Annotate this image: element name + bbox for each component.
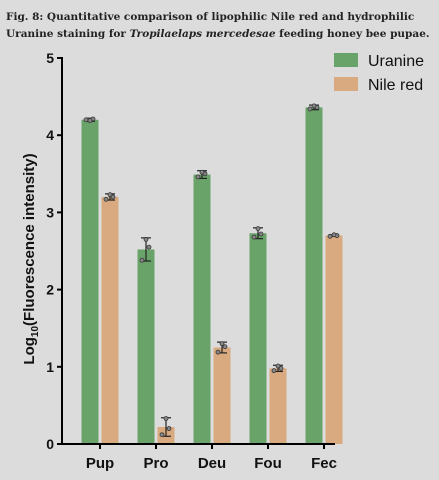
data-point bbox=[139, 257, 145, 263]
data-point bbox=[146, 244, 152, 250]
y-tick-label: 3 bbox=[46, 204, 54, 220]
bar bbox=[193, 174, 211, 444]
data-point bbox=[271, 368, 277, 374]
data-point bbox=[215, 349, 221, 355]
legend: Uranine Nile red bbox=[334, 53, 424, 94]
y-axis-title-suffix: (Fluorescence intensity) bbox=[21, 153, 38, 326]
error-bars-layer bbox=[85, 104, 339, 437]
y-axis-title-subscript: 10 bbox=[30, 326, 41, 338]
y-axis-title-prefix: Log bbox=[21, 337, 38, 365]
svg-text:Log10(Fluorescence intensity): Log10(Fluorescence intensity) bbox=[21, 153, 41, 364]
y-tick-label: 0 bbox=[46, 436, 54, 452]
data-point bbox=[219, 341, 225, 347]
y-tick-label: 5 bbox=[46, 50, 54, 66]
data-point bbox=[311, 103, 317, 109]
legend-swatch bbox=[334, 53, 358, 67]
data-point bbox=[258, 231, 264, 237]
x-tick-label: Fou bbox=[254, 455, 282, 472]
bar bbox=[101, 196, 119, 444]
data-point bbox=[307, 106, 313, 112]
legend-label: Nile red bbox=[368, 77, 423, 94]
bar bbox=[213, 347, 231, 444]
data-point bbox=[166, 426, 172, 431]
axes-layer: 0 1 2 3 4 5 Pup Pro Deu Fou Fec bbox=[46, 50, 337, 472]
data-points-layer bbox=[83, 103, 340, 438]
caption-suffix: feeding honey bee pupae. bbox=[275, 28, 430, 40]
data-point bbox=[87, 118, 93, 123]
data-point bbox=[195, 174, 201, 180]
data-point bbox=[331, 232, 337, 238]
data-point bbox=[251, 234, 257, 240]
x-tick-label: Pup bbox=[86, 455, 114, 472]
data-point bbox=[103, 196, 109, 202]
x-tick-label: Deu bbox=[198, 455, 226, 472]
bar bbox=[81, 119, 99, 444]
x-tick-label: Fec bbox=[311, 455, 337, 472]
caption-species: Tropilaelaps mercedesae bbox=[129, 28, 276, 40]
data-point bbox=[107, 192, 113, 198]
data-point bbox=[327, 233, 333, 239]
data-point bbox=[159, 432, 165, 438]
y-tick-label: 1 bbox=[46, 359, 54, 375]
bar bbox=[325, 235, 343, 444]
bar bbox=[249, 233, 267, 444]
data-point bbox=[255, 226, 261, 232]
y-tick-label: 4 bbox=[46, 127, 54, 143]
data-point bbox=[83, 117, 89, 123]
legend-swatch bbox=[334, 77, 358, 91]
figure-caption: Fig. 8: Quantitative comparison of lipop… bbox=[6, 9, 434, 43]
data-point bbox=[222, 344, 228, 350]
y-axis-title: Log10(Fluorescence intensity) bbox=[21, 153, 41, 364]
caption-prefix: Fig. 8: Quantitative comparison of lipop… bbox=[6, 11, 415, 40]
data-point bbox=[163, 416, 169, 421]
bar bbox=[305, 107, 323, 445]
data-point bbox=[275, 363, 281, 369]
data-point bbox=[199, 169, 205, 175]
bars-layer bbox=[81, 107, 343, 445]
bar bbox=[269, 368, 287, 444]
data-point bbox=[143, 237, 149, 242]
x-tick-label: Pro bbox=[143, 455, 168, 472]
y-tick-label: 2 bbox=[46, 282, 54, 298]
bar bbox=[137, 249, 155, 444]
legend-label: Uranine bbox=[368, 53, 424, 70]
